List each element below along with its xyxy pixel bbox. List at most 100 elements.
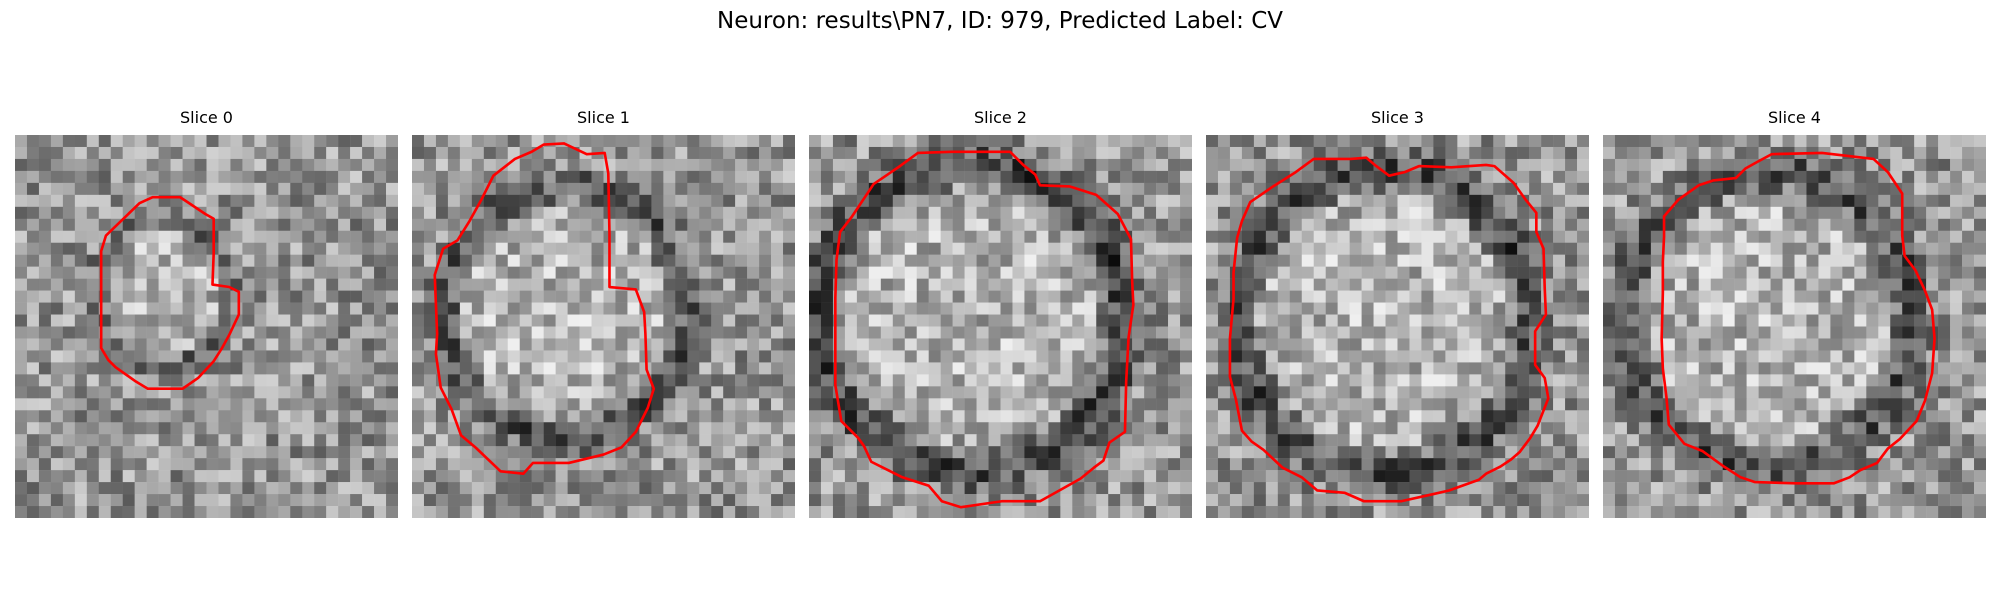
pixel: [1603, 135, 1616, 148]
pixel: [928, 254, 941, 267]
pixel: [543, 278, 556, 291]
pixel: [483, 230, 497, 243]
pixel: [1974, 254, 1986, 267]
pixel: [651, 314, 664, 327]
pixel: [110, 135, 123, 148]
pixel: [1481, 374, 1494, 387]
pixel: [1206, 374, 1219, 387]
pixel: [266, 182, 279, 196]
pixel: [1854, 254, 1867, 267]
pixel: [1830, 446, 1843, 459]
pixel: [1626, 410, 1640, 423]
pixel: [892, 170, 905, 184]
pixel: [278, 218, 291, 231]
pixel: [254, 362, 267, 375]
pixel: [1180, 470, 1192, 483]
pixel: [1842, 290, 1855, 303]
pixel: [326, 182, 339, 196]
pixel: [759, 506, 772, 518]
pixel: [603, 482, 616, 495]
pixel: [1662, 146, 1676, 160]
pixel: [1072, 398, 1085, 411]
pixel: [904, 266, 917, 279]
pixel: [687, 314, 700, 327]
pixel: [495, 326, 508, 339]
pixel: [940, 206, 953, 220]
pixel: [74, 422, 88, 435]
pixel: [1878, 146, 1891, 160]
pixel: [1445, 278, 1458, 291]
pixel: [1674, 374, 1688, 387]
pixel: [1914, 230, 1927, 243]
pixel: [447, 266, 461, 279]
pixel: [26, 338, 40, 351]
pixel: [1842, 350, 1855, 363]
pixel: [579, 206, 592, 220]
pixel: [278, 386, 291, 399]
pixel: [134, 254, 147, 267]
pixel: [1902, 410, 1915, 423]
pixel: [1493, 206, 1506, 220]
pixel: [386, 482, 398, 495]
pixel: [483, 290, 497, 303]
pixel: [783, 146, 795, 160]
pixel: [412, 218, 425, 231]
pixel: [868, 278, 882, 291]
pixel: [1120, 470, 1133, 483]
pixel: [711, 434, 724, 447]
pixel: [110, 302, 123, 315]
pixel: [1144, 482, 1157, 495]
pixel: [1084, 374, 1097, 387]
pixel: [1241, 446, 1255, 459]
pixel: [904, 446, 917, 459]
pixel: [1108, 410, 1121, 423]
pixel: [1108, 230, 1121, 243]
pixel: [182, 350, 195, 363]
pixel: [567, 158, 580, 172]
pixel: [1614, 458, 1628, 471]
pixel: [1373, 242, 1386, 255]
pixel: [26, 506, 40, 518]
pixel: [603, 422, 616, 435]
pixel: [1626, 135, 1640, 148]
pixel: [615, 146, 628, 160]
pixel: [134, 242, 147, 255]
pixel: [62, 422, 76, 435]
pixel: [1577, 242, 1589, 255]
pixel: [759, 266, 772, 279]
pixel: [242, 242, 255, 255]
pixel: [1289, 302, 1302, 315]
pixel: [1974, 278, 1986, 291]
pixel: [976, 170, 989, 184]
pixel: [1349, 218, 1362, 231]
pixel: [423, 326, 437, 339]
pixel: [567, 302, 580, 315]
pixel: [591, 386, 604, 399]
pixel: [579, 374, 592, 387]
pixel: [1878, 194, 1891, 208]
pixel: [170, 434, 183, 447]
pixel: [880, 158, 894, 172]
pixel: [1926, 278, 1939, 291]
pixel: [170, 182, 183, 196]
pixel: [844, 362, 858, 375]
pixel: [254, 194, 267, 208]
pixel: [266, 386, 279, 399]
pixel: [483, 135, 497, 148]
pixel: [591, 266, 604, 279]
pixel: [856, 242, 870, 255]
pixel: [1878, 398, 1891, 411]
pixel: [1277, 278, 1291, 291]
pixel: [1650, 446, 1664, 459]
pixel: [338, 398, 351, 411]
pixel: [591, 242, 604, 255]
pixel: [1253, 494, 1267, 507]
pixel: [218, 374, 231, 387]
pixel: [567, 398, 580, 411]
pixel: [158, 242, 171, 255]
pixel: [1938, 326, 1951, 339]
pixel: [122, 338, 135, 351]
pixel: [1132, 302, 1145, 315]
pixel: [820, 458, 834, 471]
pixel: [1096, 326, 1109, 339]
